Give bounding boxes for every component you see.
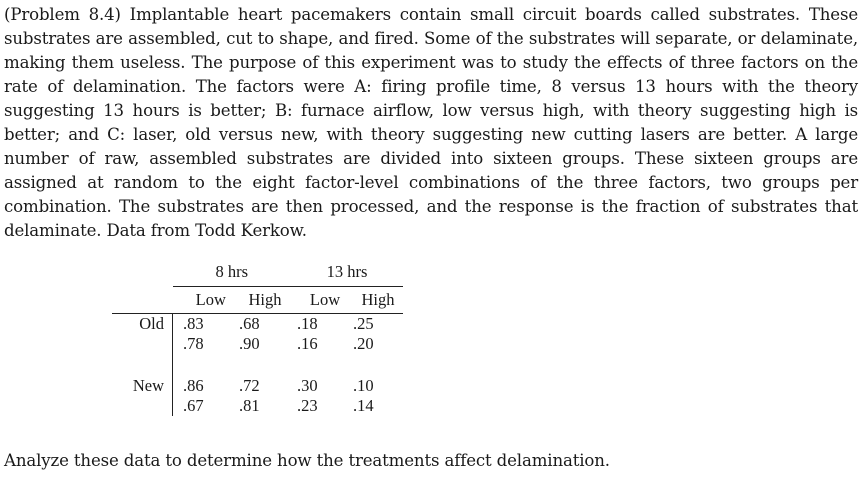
table-cell: .78 — [172, 334, 239, 354]
table-cell: .20 — [353, 334, 374, 353]
table-cell: .86 — [172, 376, 239, 396]
table-cell: .67 — [172, 396, 239, 416]
airflow-level-header: Low — [172, 286, 239, 314]
table-cell: .25 — [353, 314, 374, 333]
table-row: .78 .90 .16 .20 — [112, 334, 403, 354]
table-row: New .86 .72 .30 .10 — [112, 376, 403, 396]
table-row: .67 .81 .23 .14 — [112, 396, 403, 416]
table-cell: .72 — [239, 376, 260, 395]
table-cell: .23 — [297, 396, 318, 415]
closing-instruction: Analyze these data to determine how the … — [4, 451, 610, 470]
table-cell: .68 — [239, 314, 260, 333]
table-cell: .16 — [297, 334, 318, 353]
table-row: Old .83 .68 .18 .25 — [112, 313, 403, 334]
airflow-level-header: Low — [291, 286, 353, 314]
table-cell: .18 — [297, 314, 318, 333]
time-level-13-hrs: 13 hrs — [291, 262, 403, 287]
airflow-level-header: High — [239, 286, 291, 314]
table-cell: .30 — [297, 376, 318, 395]
airflow-level-header: High — [353, 286, 403, 314]
table-cell: .14 — [353, 396, 374, 415]
table-cell: .81 — [239, 396, 260, 415]
airflow-header-row: Low High Low High — [112, 286, 403, 314]
time-level-8-hrs: 8 hrs — [172, 262, 291, 287]
table-cell: .10 — [353, 376, 374, 395]
problem-statement: (Problem 8.4) Implantable heart pacemake… — [4, 5, 858, 240]
table-cell: .83 — [172, 313, 239, 334]
laser-level-label: New — [132, 376, 164, 395]
time-header-row: 8 hrs 13 hrs — [112, 262, 403, 287]
laser-level-label: Old — [139, 314, 164, 333]
delamination-data-table: 8 hrs 13 hrs Low High Low High Old .83 .… — [112, 262, 403, 416]
table-cell: .90 — [239, 334, 260, 353]
